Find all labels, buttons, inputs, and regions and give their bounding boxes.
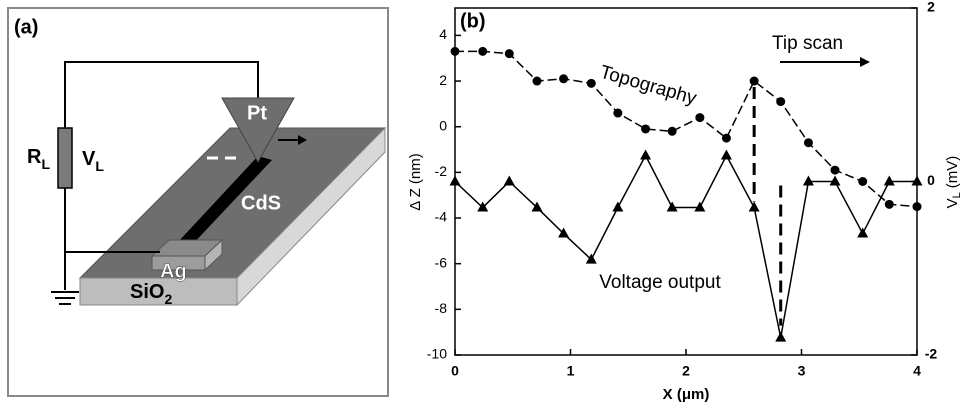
y2-tick-label: 0 xyxy=(927,172,935,188)
marker xyxy=(478,46,488,56)
y-tick-label: -2 xyxy=(435,163,448,179)
text: SiO xyxy=(130,281,164,303)
marker xyxy=(720,149,732,160)
subscript: L xyxy=(95,158,104,174)
marker xyxy=(748,201,760,212)
y-tick-label: 2 xyxy=(439,72,447,88)
text: V xyxy=(944,198,961,208)
marker xyxy=(694,201,706,212)
marker xyxy=(857,227,869,238)
marker xyxy=(776,97,786,107)
electrode-label: Ag xyxy=(160,260,187,282)
marker xyxy=(883,175,895,186)
marker xyxy=(911,175,923,186)
subscript: L xyxy=(951,192,963,198)
marker xyxy=(449,175,461,186)
subscript: L xyxy=(41,156,50,172)
marker xyxy=(640,149,652,160)
marker xyxy=(532,76,542,86)
y-tick-label: 0 xyxy=(439,117,447,133)
panel-label: (b) xyxy=(460,10,486,32)
marker xyxy=(477,201,489,212)
y-tick-label: -4 xyxy=(435,209,448,225)
y-tick-label: -8 xyxy=(435,300,448,316)
marker xyxy=(858,177,868,186)
marker xyxy=(641,124,651,134)
y-tick-label: -6 xyxy=(435,254,448,270)
marker xyxy=(450,46,460,56)
y-axis-label: Δ Z (nm) xyxy=(407,153,424,211)
y2-tick-label: -2 xyxy=(925,346,938,362)
text: R xyxy=(27,146,42,168)
substrate-side xyxy=(236,126,386,307)
subscript: 2 xyxy=(164,291,172,307)
marker xyxy=(586,78,596,88)
x-tick-label: 2 xyxy=(682,363,690,379)
x-tick-label: 1 xyxy=(567,363,575,379)
marker xyxy=(503,175,515,186)
x-tick-label: 3 xyxy=(798,363,806,379)
annotation: Tip scan xyxy=(772,33,843,54)
x-tick-label: 4 xyxy=(913,363,921,379)
marker xyxy=(749,76,759,86)
nanowire xyxy=(178,156,272,247)
marker xyxy=(558,227,570,238)
marker xyxy=(803,138,813,148)
tip xyxy=(221,97,295,164)
marker xyxy=(721,133,731,143)
marker xyxy=(531,201,543,212)
marker xyxy=(613,108,623,118)
marker xyxy=(884,199,894,209)
marker xyxy=(585,253,597,264)
marker xyxy=(775,331,787,342)
series-line xyxy=(454,153,917,338)
text: (mV) xyxy=(944,156,961,189)
electrode-side xyxy=(204,238,223,272)
marker xyxy=(829,175,841,186)
marker xyxy=(667,126,677,136)
arrow-head xyxy=(298,135,307,145)
series-label: Topography xyxy=(598,62,700,110)
nanowire-label: CdS xyxy=(241,192,281,214)
panel-a: (a) Pt CdS Ag SiO2 RL VL xyxy=(7,7,389,397)
resistor xyxy=(57,127,73,189)
panel-label: (a) xyxy=(14,16,38,38)
x-axis-label: X (μm) xyxy=(663,386,710,403)
resistor-label: RL xyxy=(27,146,50,171)
marker xyxy=(504,49,514,59)
y-tick-label: -10 xyxy=(427,346,447,362)
text: V xyxy=(82,148,96,170)
x-tick-label: 0 xyxy=(451,363,459,379)
voltage-label: VL xyxy=(82,148,104,173)
marker xyxy=(612,201,624,212)
plot-frame xyxy=(454,7,918,356)
y2-axis-label: VL (mV) xyxy=(944,156,963,209)
y-tick-label: 4 xyxy=(439,26,447,42)
marker xyxy=(666,201,678,212)
arrow-head xyxy=(860,57,870,67)
marker xyxy=(559,74,569,84)
series-line xyxy=(455,50,918,208)
series-label: Voltage output xyxy=(599,272,721,293)
marker xyxy=(802,175,814,186)
substrate-label: SiO2 xyxy=(130,281,172,306)
panel-b: (b) X (μm) Δ Z (nm) VL (mV) Tip scan 0 1 2 3… xyxy=(407,0,963,403)
tip-label: Pt xyxy=(247,102,267,124)
wire xyxy=(64,61,259,130)
marker xyxy=(830,165,840,175)
marker xyxy=(912,202,922,212)
y2-tick-label: 2 xyxy=(927,0,935,15)
marker xyxy=(695,113,705,123)
